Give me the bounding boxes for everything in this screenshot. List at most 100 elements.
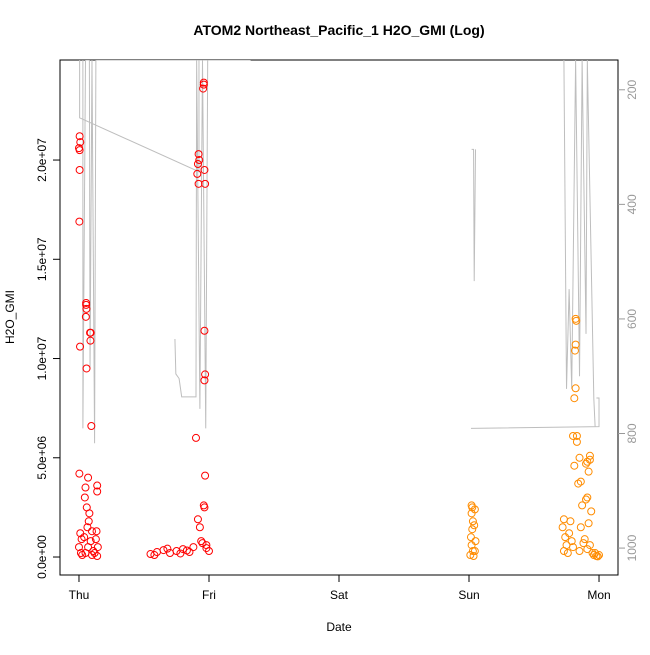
point bbox=[199, 80, 208, 89]
plot-area bbox=[74, 60, 604, 561]
point bbox=[561, 533, 570, 542]
point bbox=[194, 150, 203, 159]
point bbox=[77, 535, 86, 544]
point bbox=[83, 523, 92, 532]
point bbox=[93, 552, 102, 561]
point bbox=[93, 487, 102, 496]
point bbox=[468, 517, 477, 526]
point bbox=[75, 469, 84, 478]
line bbox=[79, 60, 600, 444]
point bbox=[86, 537, 95, 546]
point bbox=[585, 455, 594, 464]
point bbox=[468, 525, 477, 534]
point bbox=[198, 539, 207, 548]
point bbox=[468, 503, 477, 512]
point bbox=[470, 521, 479, 530]
y-tick-label: 1.0e+07 bbox=[35, 336, 49, 380]
point bbox=[81, 483, 90, 492]
point bbox=[471, 537, 480, 546]
y2-tick-label: 1000 bbox=[625, 534, 639, 561]
point bbox=[559, 547, 568, 556]
point bbox=[583, 545, 592, 554]
y2-tick-label: 400 bbox=[625, 194, 639, 214]
y-tick-label: 2.0e+07 bbox=[35, 138, 49, 182]
point bbox=[199, 84, 208, 93]
point bbox=[585, 451, 594, 460]
point bbox=[575, 547, 584, 556]
point bbox=[195, 156, 204, 165]
point bbox=[576, 477, 585, 486]
point bbox=[195, 523, 204, 532]
point bbox=[82, 300, 91, 309]
point bbox=[86, 328, 95, 337]
point bbox=[191, 433, 200, 442]
point bbox=[93, 543, 102, 552]
point bbox=[563, 549, 572, 558]
point bbox=[569, 431, 578, 440]
point bbox=[159, 546, 168, 555]
point bbox=[584, 519, 593, 528]
plot-frame bbox=[59, 59, 619, 576]
point bbox=[570, 461, 579, 470]
point bbox=[193, 515, 202, 524]
y-axis-label: H2O_GMI bbox=[3, 290, 17, 344]
chart-title: ATOM2 Northeast_Pacific_1 H2O_GMI (Log) bbox=[193, 22, 484, 38]
point bbox=[583, 493, 592, 502]
y-tick-label: 1.5e+07 bbox=[35, 237, 49, 281]
point bbox=[575, 453, 584, 462]
point bbox=[189, 543, 198, 552]
point bbox=[197, 537, 206, 546]
point bbox=[587, 507, 596, 516]
x-tick-label: Sat bbox=[330, 588, 349, 602]
point bbox=[469, 552, 478, 561]
point bbox=[202, 541, 211, 550]
point bbox=[572, 437, 581, 446]
point bbox=[558, 523, 567, 532]
x-tick-label: Thu bbox=[69, 588, 90, 602]
point bbox=[582, 495, 591, 504]
point bbox=[85, 509, 94, 518]
point bbox=[576, 523, 585, 532]
point bbox=[75, 132, 84, 141]
point bbox=[574, 479, 583, 488]
point bbox=[199, 78, 208, 87]
point bbox=[470, 547, 479, 556]
point bbox=[193, 160, 202, 169]
point bbox=[569, 543, 578, 552]
point bbox=[80, 493, 89, 502]
point bbox=[567, 537, 576, 546]
point bbox=[87, 551, 96, 560]
point bbox=[565, 529, 574, 538]
point bbox=[91, 535, 100, 544]
point bbox=[200, 376, 209, 385]
point bbox=[87, 422, 96, 431]
point bbox=[76, 549, 85, 558]
point bbox=[571, 340, 580, 349]
y2-tick-label: 200 bbox=[625, 79, 639, 99]
point bbox=[468, 547, 477, 556]
x-tick-label: Mon bbox=[587, 588, 610, 602]
point bbox=[570, 346, 579, 355]
point bbox=[176, 549, 185, 558]
point bbox=[75, 146, 84, 155]
point bbox=[578, 501, 587, 510]
point bbox=[201, 471, 210, 480]
point bbox=[200, 503, 209, 512]
point bbox=[150, 551, 159, 560]
y-tick-label: 5.0e+06 bbox=[35, 436, 49, 480]
point bbox=[200, 326, 209, 335]
point bbox=[76, 138, 85, 147]
y2-tick-label: 600 bbox=[625, 309, 639, 329]
point bbox=[86, 336, 95, 345]
point bbox=[178, 545, 187, 554]
point bbox=[193, 169, 202, 178]
point bbox=[580, 535, 589, 544]
point bbox=[466, 551, 475, 560]
point bbox=[201, 370, 210, 379]
x-axis-label: Date bbox=[326, 620, 352, 634]
point bbox=[75, 217, 84, 226]
point bbox=[76, 342, 85, 351]
point bbox=[92, 527, 101, 536]
point bbox=[571, 384, 580, 393]
